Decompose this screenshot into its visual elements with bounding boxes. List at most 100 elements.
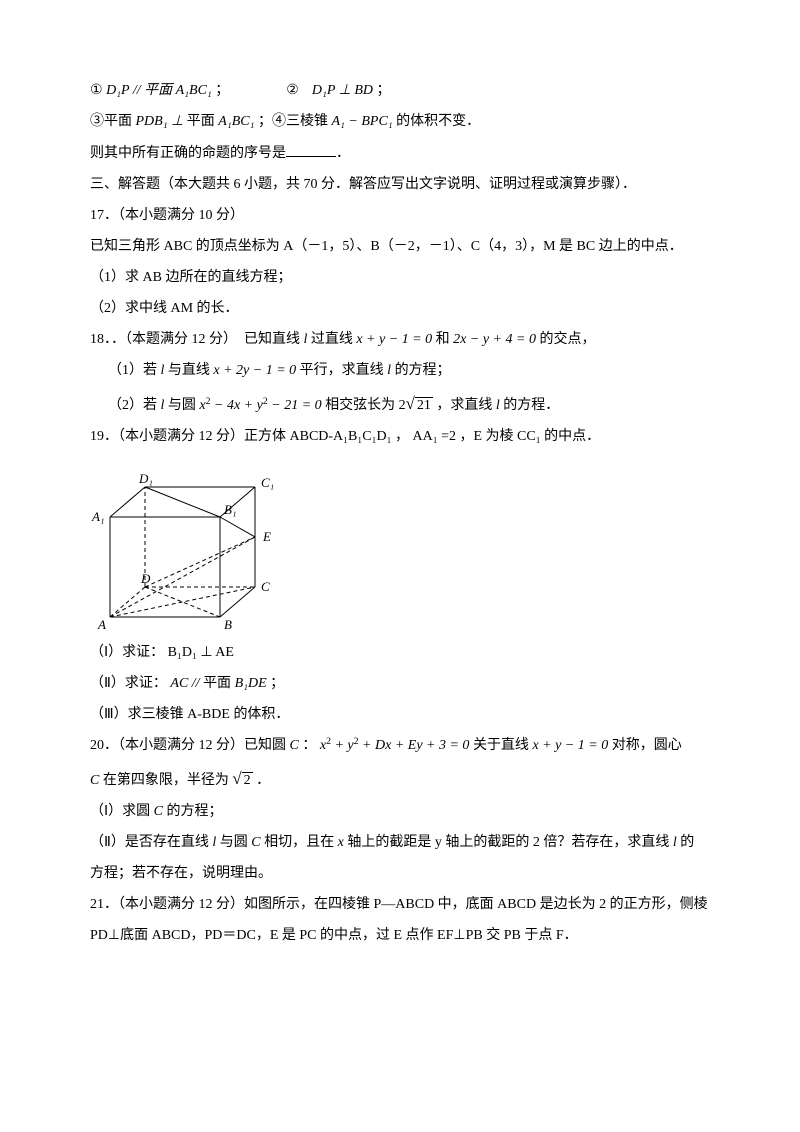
t2c: 平面: [187, 114, 219, 129]
m12d: AA₁: [412, 429, 437, 444]
m11b: l: [161, 398, 165, 413]
sqrt-21: √21: [406, 391, 433, 416]
m11i: l: [496, 398, 500, 413]
m12f: CC₁: [517, 429, 541, 444]
t2a: ③平面: [90, 114, 132, 129]
m13b: B₁D₁ ⊥ AE: [168, 645, 234, 660]
q21-head: 21．（本小题满分 12 分）如图所示，在四棱锥 P—ABCD 中，底面 ABC…: [90, 894, 710, 915]
section-3-heading: 三、解答题（本大题共 6 小题，共 70 分．解答应写出文字说明、证明过程或演算…: [90, 174, 710, 195]
t15c: 的体积．: [233, 707, 289, 722]
m14d: B₁DE: [235, 676, 267, 691]
rad2: 2: [242, 772, 253, 788]
t10e: 平行，求直线: [300, 363, 388, 378]
t6: 已知三角形 ABC 的顶点坐标为 A（－1，5）、B（－2，－1）、C（4，3）…: [90, 239, 683, 254]
t3: 则其中所有正确的命题的序号是: [90, 146, 286, 161]
label-2: ②: [286, 83, 299, 98]
end2: + Dx + Ey + 3 = 0: [359, 738, 470, 753]
m19h: l: [673, 835, 677, 850]
sep-2: ；: [377, 83, 391, 98]
q20-cont: C 在第四象限，半径为 √2 ．: [90, 766, 710, 791]
t3b: ．: [336, 146, 350, 161]
t16e: 关于直线: [473, 738, 533, 753]
t19g: 轴上的截距是 y 轴上的截距的 2 倍？若存在，求直线: [347, 835, 673, 850]
m11d: x2 − 4x + y2 − 21 = 0: [199, 398, 321, 413]
t17b: 在第四象限，半径为: [103, 773, 229, 788]
t11h: ，求直线: [436, 398, 496, 413]
q19-1: （Ⅰ）求证： B₁D₁ ⊥ AE: [90, 642, 710, 663]
m16f: x + y − 1 = 0: [532, 738, 608, 753]
m10b: l: [161, 363, 165, 378]
m10d: x + 2y − 1 = 0: [213, 363, 296, 378]
t5: 17．（本小题满分 10 分）: [90, 208, 244, 223]
t4: 三、解答题（本大题共 6 小题，共 70 分．解答应写出文字说明、证明过程或演算…: [90, 177, 636, 192]
t10g: 的方程；: [395, 363, 451, 378]
m15b: A-BDE: [187, 707, 230, 722]
q17-stem: 已知三角形 ABC 的顶点坐标为 A（－1，5）、B（－2，－1）、C（4，3）…: [90, 236, 710, 257]
t21: 21．（本小题满分 12 分）如图所示，在四棱锥 P—ABCD 中，底面 ABC…: [90, 897, 708, 912]
t16a: 20．（本小题满分 12 分）已知圆: [90, 738, 290, 753]
m16b: C: [290, 738, 299, 753]
t2g: 的体积不变．: [396, 114, 480, 129]
t9g: 的交点，: [539, 332, 595, 347]
exam-page: ① D₁P // 平面 A₁BC₁ ； ② D₁P ⊥ BD ； ③平面 PDB…: [0, 0, 800, 996]
t11j: 的方程．: [503, 398, 559, 413]
t11e: 相交弦长为: [325, 398, 399, 413]
m19b: l: [212, 835, 216, 850]
m17a: C: [90, 773, 99, 788]
q17-head: 17．（本小题满分 10 分）: [90, 205, 710, 226]
m16d: x2 + y2 + Dx + Ey + 3 = 0: [320, 738, 470, 753]
m9b: l: [304, 332, 308, 347]
q20-2b: 方程；若不存在，说明理由。: [90, 863, 710, 884]
svg-text:D: D: [140, 571, 151, 586]
t19c: 与圆: [220, 835, 252, 850]
t17d: ．: [256, 773, 270, 788]
math-d1p-perp: D₁P ⊥ BD: [312, 83, 373, 98]
m12b: ABCD-A₁B₁C₁D₁: [290, 429, 392, 444]
blank-fill: [286, 142, 336, 157]
t13a: （Ⅰ）求证：: [90, 645, 164, 660]
t8: （2）求中线 AM 的长．: [90, 301, 239, 316]
t18a: （Ⅰ）求圆: [90, 804, 154, 819]
t14c: 平面: [203, 676, 235, 691]
q18-2: （2）若 l 与圆 x2 − 4x + y2 − 21 = 0 相交弦长为 2√…: [90, 391, 710, 416]
label-1: ①: [90, 83, 103, 98]
t9e: 和: [436, 332, 454, 347]
m19d: C: [251, 835, 260, 850]
t19e: 相切，且在: [264, 835, 338, 850]
m9d: x + y − 1 = 0: [356, 332, 432, 347]
t12g: 的中点．: [544, 429, 600, 444]
t9c: 过直线: [311, 332, 357, 347]
t12a: 19．（本小题满分 12 分）正方体: [90, 429, 290, 444]
t9a: 18．．（本题满分 12 分） 已知直线: [90, 332, 304, 347]
stmt-3: 则其中所有正确的命题的序号是 ．: [90, 142, 710, 164]
t12c: ，: [395, 429, 413, 444]
svg-text:C: C: [261, 579, 270, 594]
q18-1: （1）若 l 与直线 x + 2y − 1 = 0 平行，求直线 l 的方程；: [90, 360, 710, 381]
t10c: 与直线: [168, 363, 214, 378]
svg-text:D₁: D₁: [138, 471, 153, 486]
m19f: x: [338, 835, 344, 850]
svg-text:A: A: [97, 617, 106, 632]
q20-2: （Ⅱ）是否存在直线 l 与圆 C 相切，且在 x 轴上的截距是 y 轴上的截距的…: [90, 832, 710, 853]
svg-text:C₁: C₁: [261, 475, 274, 490]
t19a: （Ⅱ）是否存在直线: [90, 835, 212, 850]
q20-head: 20．（本小题满分 12 分）已知圆 C ： x2 + y2 + Dx + Ey…: [90, 735, 710, 756]
math-pdb1: PDB₁ ⊥: [136, 114, 184, 129]
q19-3: （Ⅲ）求三棱锥 A-BDE 的体积．: [90, 704, 710, 725]
t7: （1）求 AB 边所在的直线方程；: [90, 270, 291, 285]
t12e: =2 ，E 为棱: [441, 429, 517, 444]
svg-text:B₁: B₁: [224, 502, 236, 517]
t14e: ；: [270, 676, 284, 691]
svg-text:B: B: [224, 617, 232, 632]
t22: PD⊥底面 ABCD，PD＝DC，E 是 PC 的中点，过 E 点作 EF⊥PB…: [90, 928, 578, 943]
svg-text:E: E: [262, 529, 271, 544]
t19i: 的: [680, 835, 694, 850]
t20: 方程；若不存在，说明理由。: [90, 866, 272, 881]
m11f: 2: [399, 398, 406, 413]
t10a: （1）若: [108, 363, 161, 378]
math-a1bc1: A₁BC₁: [218, 114, 254, 129]
m18b: C: [154, 804, 163, 819]
sep-1: ；: [215, 83, 229, 98]
m14b: AC //: [170, 676, 203, 691]
t16c: ：: [302, 738, 320, 753]
